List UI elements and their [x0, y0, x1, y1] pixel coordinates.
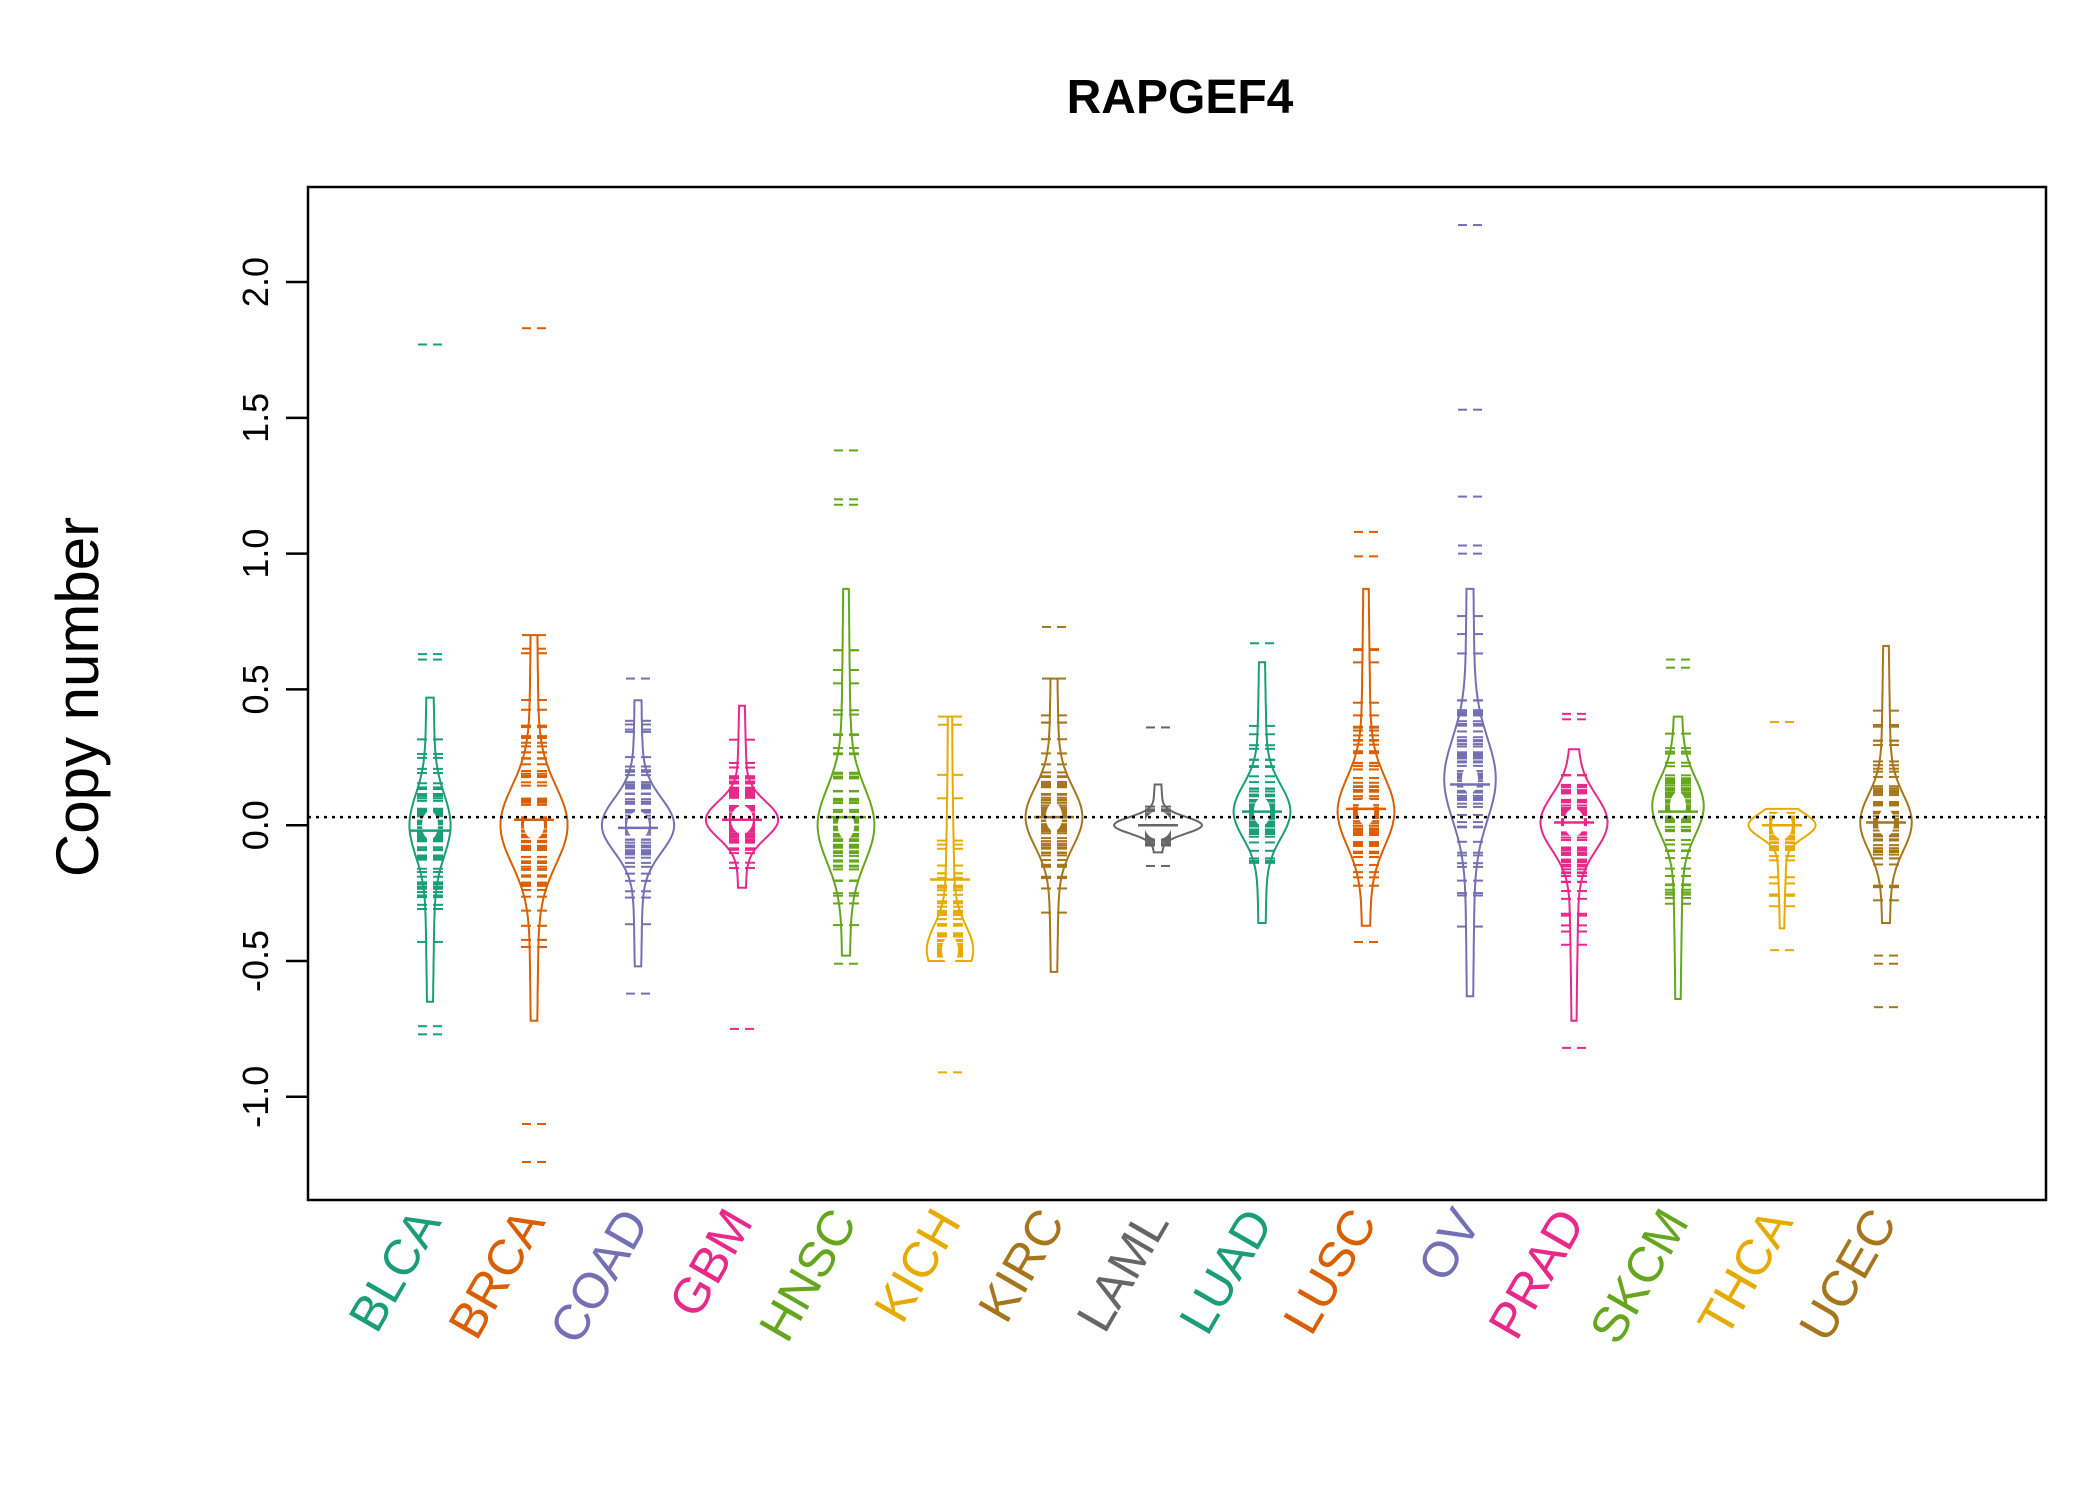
bean-gbm	[704, 704, 780, 1030]
bean-prad	[1539, 712, 1609, 1049]
y-tick-label: -1.0	[235, 1066, 276, 1128]
bean-density-gbm	[704, 704, 780, 889]
x-tick-label-coad: COAD	[539, 1200, 660, 1353]
bean-coad	[600, 677, 676, 995]
bean-hnsc	[816, 449, 876, 965]
bean-mode-brca	[523, 811, 545, 840]
bean-mode-hnsc	[837, 811, 855, 840]
bean-brca	[499, 327, 569, 1163]
bean-laml	[1112, 726, 1204, 867]
bean-mode-skcm	[1670, 792, 1686, 821]
plot-frame	[306, 185, 2048, 1202]
x-tick-label-lusc: LUSC	[1272, 1200, 1387, 1344]
bean-kirc	[1024, 625, 1084, 973]
bean-density-hnsc	[816, 587, 876, 957]
bean-mode-kich	[942, 936, 958, 965]
bean-density-kich	[925, 715, 975, 962]
y-tick-label: 1.0	[235, 529, 276, 579]
x-tick-label-prad: PRAD	[1478, 1200, 1596, 1348]
bean-thca	[1747, 721, 1817, 952]
bean-kich	[925, 715, 975, 1074]
chart-title: RAPGEF4	[1067, 71, 1294, 124]
bean-skcm	[1651, 658, 1705, 1000]
y-axis: -1.0 -0.5 0.0 0.5 1.0 1.5 2.0	[235, 257, 308, 1128]
bean-density-lusc	[1336, 587, 1396, 927]
bean-density-laml	[1112, 783, 1204, 854]
bean-density-blca	[408, 696, 452, 1003]
x-tick-label-thca: THCA	[1687, 1199, 1804, 1345]
bean-blca	[408, 343, 452, 1036]
bean-luad	[1232, 642, 1292, 924]
bean-density-ucec	[1859, 645, 1913, 924]
x-tick-label-skcm: SKCM	[1579, 1200, 1700, 1353]
x-tick-label-hnsc: HNSC	[748, 1200, 867, 1351]
bean-density-thca	[1747, 807, 1817, 930]
bean-mode-coad	[627, 811, 649, 840]
bean-ucec	[1859, 645, 1913, 1009]
bean-ov	[1443, 224, 1497, 998]
x-tick-label-gbm: GBM	[658, 1200, 763, 1327]
bean-density-prad	[1539, 748, 1609, 1022]
bean-lusc	[1336, 530, 1396, 943]
y-tick-label: 0.5	[235, 664, 276, 714]
bean-mode-blca	[422, 811, 438, 840]
bean-mode-lusc	[1357, 797, 1375, 826]
y-axis-label: Copy number	[44, 517, 111, 877]
bean-density-skcm	[1651, 715, 1705, 1000]
x-tick-label-kich: KICH	[863, 1200, 971, 1331]
y-tick-label: -0.5	[235, 930, 276, 992]
x-tick-label-ov: OV	[1407, 1199, 1492, 1290]
bean-mode-ov	[1462, 765, 1478, 794]
x-tick-label-ucec: UCEC	[1788, 1200, 1907, 1351]
plot-area	[308, 224, 2046, 1163]
x-tick-label-luad: LUAD	[1168, 1200, 1283, 1344]
y-tick-label: 1.5	[235, 393, 276, 443]
bean-density-ov	[1443, 587, 1497, 998]
x-tick-label-kirc: KIRC	[967, 1200, 1075, 1331]
x-tick-label-blca: BLCA	[338, 1199, 452, 1341]
bean-density-luad	[1232, 661, 1292, 924]
x-tick-label-laml: LAML	[1066, 1200, 1180, 1341]
y-tick-label: 0.0	[235, 800, 276, 850]
y-tick-label: 2.0	[235, 257, 276, 307]
x-tick-label-brca: BRCA	[438, 1199, 556, 1348]
